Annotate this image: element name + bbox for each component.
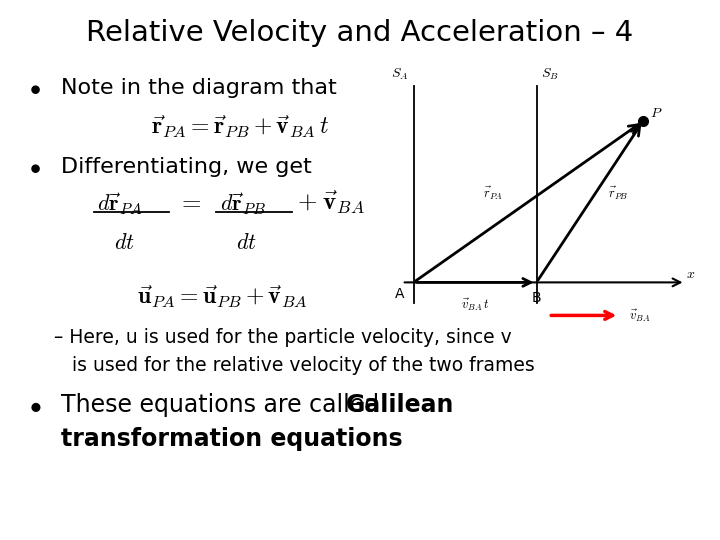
Text: Differentiating, we get: Differentiating, we get [61,157,312,177]
Text: Galilean: Galilean [346,393,454,417]
Text: $x$: $x$ [685,267,695,281]
Text: $P$: $P$ [650,106,662,120]
Text: $\bullet$: $\bullet$ [29,157,40,177]
Text: $dt$: $dt$ [114,233,135,253]
Text: $d\vec{\mathbf{r}}_{PB}$: $d\vec{\mathbf{r}}_{PB}$ [220,192,266,217]
Text: $S_B$: $S_B$ [541,67,559,82]
Text: Note in the diagram that: Note in the diagram that [61,78,337,98]
Text: Relative Velocity and Acceleration – 4: Relative Velocity and Acceleration – 4 [86,19,634,47]
Text: $\vec{r}_{PB}$: $\vec{r}_{PB}$ [608,185,629,202]
Text: $\vec{v}_{BA}$: $\vec{v}_{BA}$ [629,307,650,323]
Text: $=$: $=$ [177,189,202,213]
Text: – Here, u is used for the particle velocity, since v: – Here, u is used for the particle veloc… [54,328,512,347]
Text: $\vec{v}_{BA}\,t$: $\vec{v}_{BA}\,t$ [461,297,490,313]
Text: $S_A$: $S_A$ [391,67,409,82]
Text: $\bullet$: $\bullet$ [29,78,40,98]
Text: $\vec{r}_{PA}$: $\vec{r}_{PA}$ [482,185,503,202]
Text: A: A [395,287,404,301]
Text: $+\;\vec{\mathbf{v}}_{BA}$: $+\;\vec{\mathbf{v}}_{BA}$ [297,189,365,217]
Text: These equations are called: These equations are called [61,393,387,417]
Text: transformation equations: transformation equations [61,427,402,450]
Text: $dt$: $dt$ [236,233,257,253]
Text: $\vec{\mathbf{r}}_{PA} = \vec{\mathbf{r}}_{PB} + \vec{\mathbf{v}}_{BA}\,t$: $\vec{\mathbf{r}}_{PA} = \vec{\mathbf{r}… [151,113,329,140]
Text: $d\vec{\mathbf{r}}_{PA}$: $d\vec{\mathbf{r}}_{PA}$ [97,192,143,217]
Text: B: B [531,291,541,305]
Text: $\bullet$: $\bullet$ [29,393,41,417]
Text: is used for the relative velocity of the two frames: is used for the relative velocity of the… [54,356,535,375]
Text: $\vec{\mathbf{u}}_{PA} = \vec{\mathbf{u}}_{PB} + \vec{\mathbf{v}}_{BA}$: $\vec{\mathbf{u}}_{PA} = \vec{\mathbf{u}… [137,284,307,310]
